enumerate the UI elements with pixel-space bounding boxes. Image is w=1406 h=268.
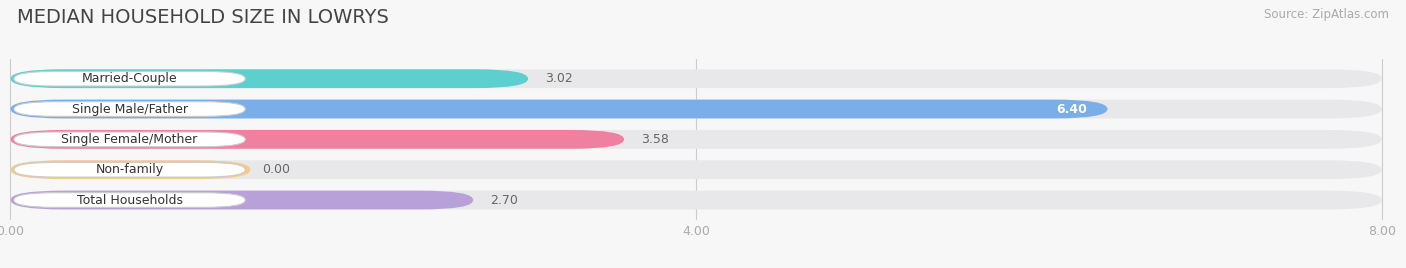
Text: Single Male/Father: Single Male/Father (72, 103, 187, 116)
FancyBboxPatch shape (10, 130, 624, 149)
Text: 2.70: 2.70 (491, 193, 519, 207)
FancyBboxPatch shape (10, 100, 1108, 118)
Text: MEDIAN HOUSEHOLD SIZE IN LOWRYS: MEDIAN HOUSEHOLD SIZE IN LOWRYS (17, 8, 388, 27)
FancyBboxPatch shape (10, 130, 1382, 149)
FancyBboxPatch shape (10, 69, 529, 88)
FancyBboxPatch shape (14, 132, 245, 147)
FancyBboxPatch shape (10, 191, 1382, 210)
FancyBboxPatch shape (14, 102, 245, 116)
Text: 6.40: 6.40 (1056, 103, 1087, 116)
FancyBboxPatch shape (14, 71, 245, 86)
Text: Single Female/Mother: Single Female/Mother (62, 133, 198, 146)
FancyBboxPatch shape (10, 191, 474, 210)
Text: Non-family: Non-family (96, 163, 163, 176)
Text: Source: ZipAtlas.com: Source: ZipAtlas.com (1264, 8, 1389, 21)
FancyBboxPatch shape (14, 162, 245, 177)
FancyBboxPatch shape (14, 193, 245, 207)
FancyBboxPatch shape (10, 69, 1382, 88)
Text: 3.02: 3.02 (546, 72, 574, 85)
FancyBboxPatch shape (10, 160, 250, 179)
Text: 3.58: 3.58 (641, 133, 669, 146)
Text: Total Households: Total Households (76, 193, 183, 207)
Text: Married-Couple: Married-Couple (82, 72, 177, 85)
FancyBboxPatch shape (10, 100, 1382, 118)
FancyBboxPatch shape (10, 160, 1382, 179)
Text: 0.00: 0.00 (263, 163, 291, 176)
